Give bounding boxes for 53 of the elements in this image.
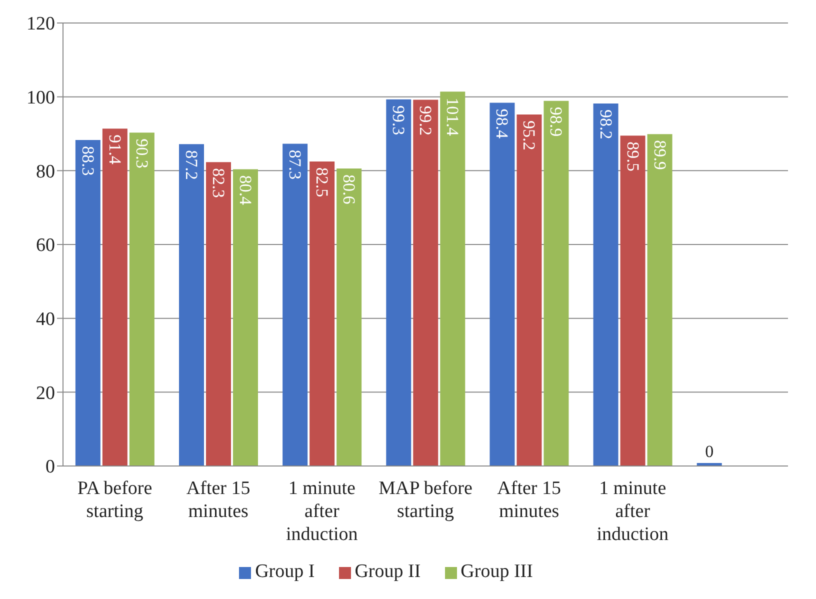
y-tick-label: 120 xyxy=(26,14,55,35)
bar xyxy=(206,162,231,466)
data-label: 99.2 xyxy=(416,106,436,136)
data-label: 99.3 xyxy=(389,105,408,136)
data-label: 87.3 xyxy=(286,150,305,180)
legend-label: Group II xyxy=(354,561,421,582)
bar xyxy=(233,169,258,466)
data-label: 87.2 xyxy=(182,150,201,180)
bar xyxy=(544,100,569,466)
data-label: 82.5 xyxy=(312,167,332,198)
data-label: 90.3 xyxy=(132,138,152,168)
bar xyxy=(179,144,204,466)
data-label: 80.6 xyxy=(340,174,359,204)
bar xyxy=(413,100,438,466)
x-tick-label: After 15 minutes xyxy=(186,478,250,522)
data-label: 88.3 xyxy=(78,146,98,176)
legend-label: Group III xyxy=(460,561,533,582)
bar xyxy=(336,168,362,466)
data-label: 98.4 xyxy=(492,108,512,139)
data-label: 98.9 xyxy=(546,106,566,137)
bar xyxy=(102,128,128,466)
x-tick-label: PA before starting xyxy=(77,478,152,522)
bar xyxy=(75,140,100,466)
bar xyxy=(516,114,542,466)
bar xyxy=(310,161,335,466)
bar xyxy=(490,102,515,466)
data-label: 0 xyxy=(705,442,714,461)
x-tick-label: After 15 minutes xyxy=(497,478,561,522)
y-tick-label: 60 xyxy=(36,235,55,256)
data-label: 89.9 xyxy=(650,140,670,170)
y-tick-label: 0 xyxy=(46,456,55,478)
bar xyxy=(620,136,646,466)
y-tick-label: 100 xyxy=(26,88,55,109)
x-tick-label: 1 minute after induction xyxy=(596,478,670,545)
data-label: 95.2 xyxy=(520,120,539,150)
data-label: 101.4 xyxy=(443,98,462,136)
y-tick-label: 20 xyxy=(36,382,55,404)
y-tick-label: 40 xyxy=(36,309,55,330)
data-label: 98.2 xyxy=(596,109,616,140)
x-tick-label: MAP before starting xyxy=(378,478,472,522)
x-tick-label: 1 minute after induction xyxy=(286,478,358,545)
bar xyxy=(386,99,412,466)
bar xyxy=(440,92,466,466)
data-label: 91.4 xyxy=(105,134,124,165)
bar xyxy=(282,144,308,466)
y-tick-label: 80 xyxy=(36,161,55,182)
bar xyxy=(593,103,618,466)
data-label: 82.3 xyxy=(209,168,228,198)
bar xyxy=(129,132,154,466)
data-label: 80.4 xyxy=(236,175,255,206)
legend-label: Group I xyxy=(255,561,315,582)
bar xyxy=(647,134,672,466)
data-label: 89.5 xyxy=(623,142,642,172)
